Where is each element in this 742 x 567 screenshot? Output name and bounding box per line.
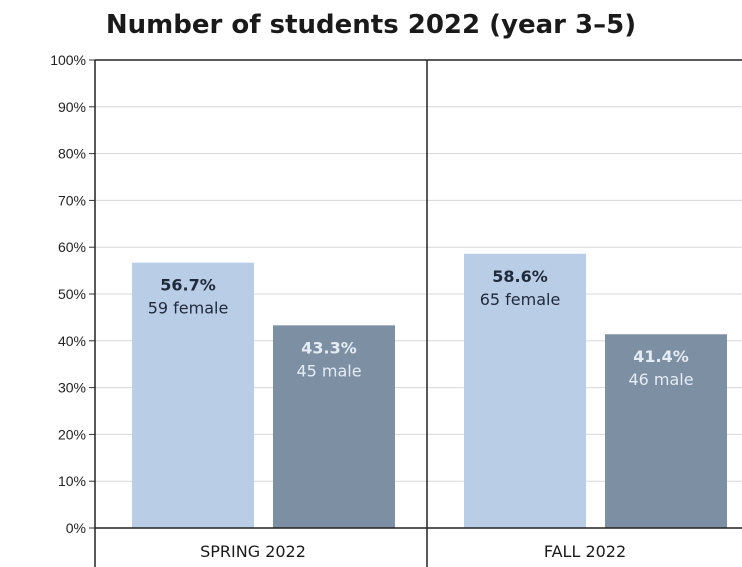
bar-percent-label: 58.6% (492, 267, 548, 286)
y-tick-label: 60% (58, 239, 86, 255)
y-tick-label: 50% (58, 286, 86, 302)
bar-count-label: 59 female (148, 299, 229, 318)
category-label: SPRING 2022 (200, 542, 306, 561)
bar-percent-label: 43.3% (301, 338, 357, 357)
bar-count-label: 65 female (480, 290, 561, 309)
y-tick-label: 70% (58, 192, 86, 208)
labels: 0% 10% 20% 30% 40% 50% 60% 70% 80% 90% 100% 56.7% 59… (50, 52, 693, 561)
bar (605, 334, 727, 528)
y-tick-label: 30% (58, 380, 86, 396)
axes (89, 59, 742, 567)
bars (132, 253, 727, 528)
bar-percent-label: 56.7% (160, 276, 216, 295)
bar (273, 325, 395, 528)
category-label: FALL 2022 (544, 542, 626, 561)
y-tick-label: 20% (58, 426, 86, 442)
bar (132, 262, 254, 528)
chart-title: Number of students 2022 (year 3–5) (105, 10, 637, 40)
y-tick-label: 0% (66, 520, 86, 536)
y-tick-label: 80% (58, 146, 86, 162)
y-tick-label: 90% (58, 99, 86, 115)
bar-percent-label: 41.4% (633, 347, 689, 366)
bar-count-label: 46 male (628, 370, 693, 389)
y-tick-label: 100% (50, 52, 86, 68)
bar-count-label: 45 male (296, 361, 361, 380)
y-tick-label: 10% (58, 473, 86, 489)
y-tick-label: 40% (58, 333, 86, 349)
bar (464, 253, 586, 528)
